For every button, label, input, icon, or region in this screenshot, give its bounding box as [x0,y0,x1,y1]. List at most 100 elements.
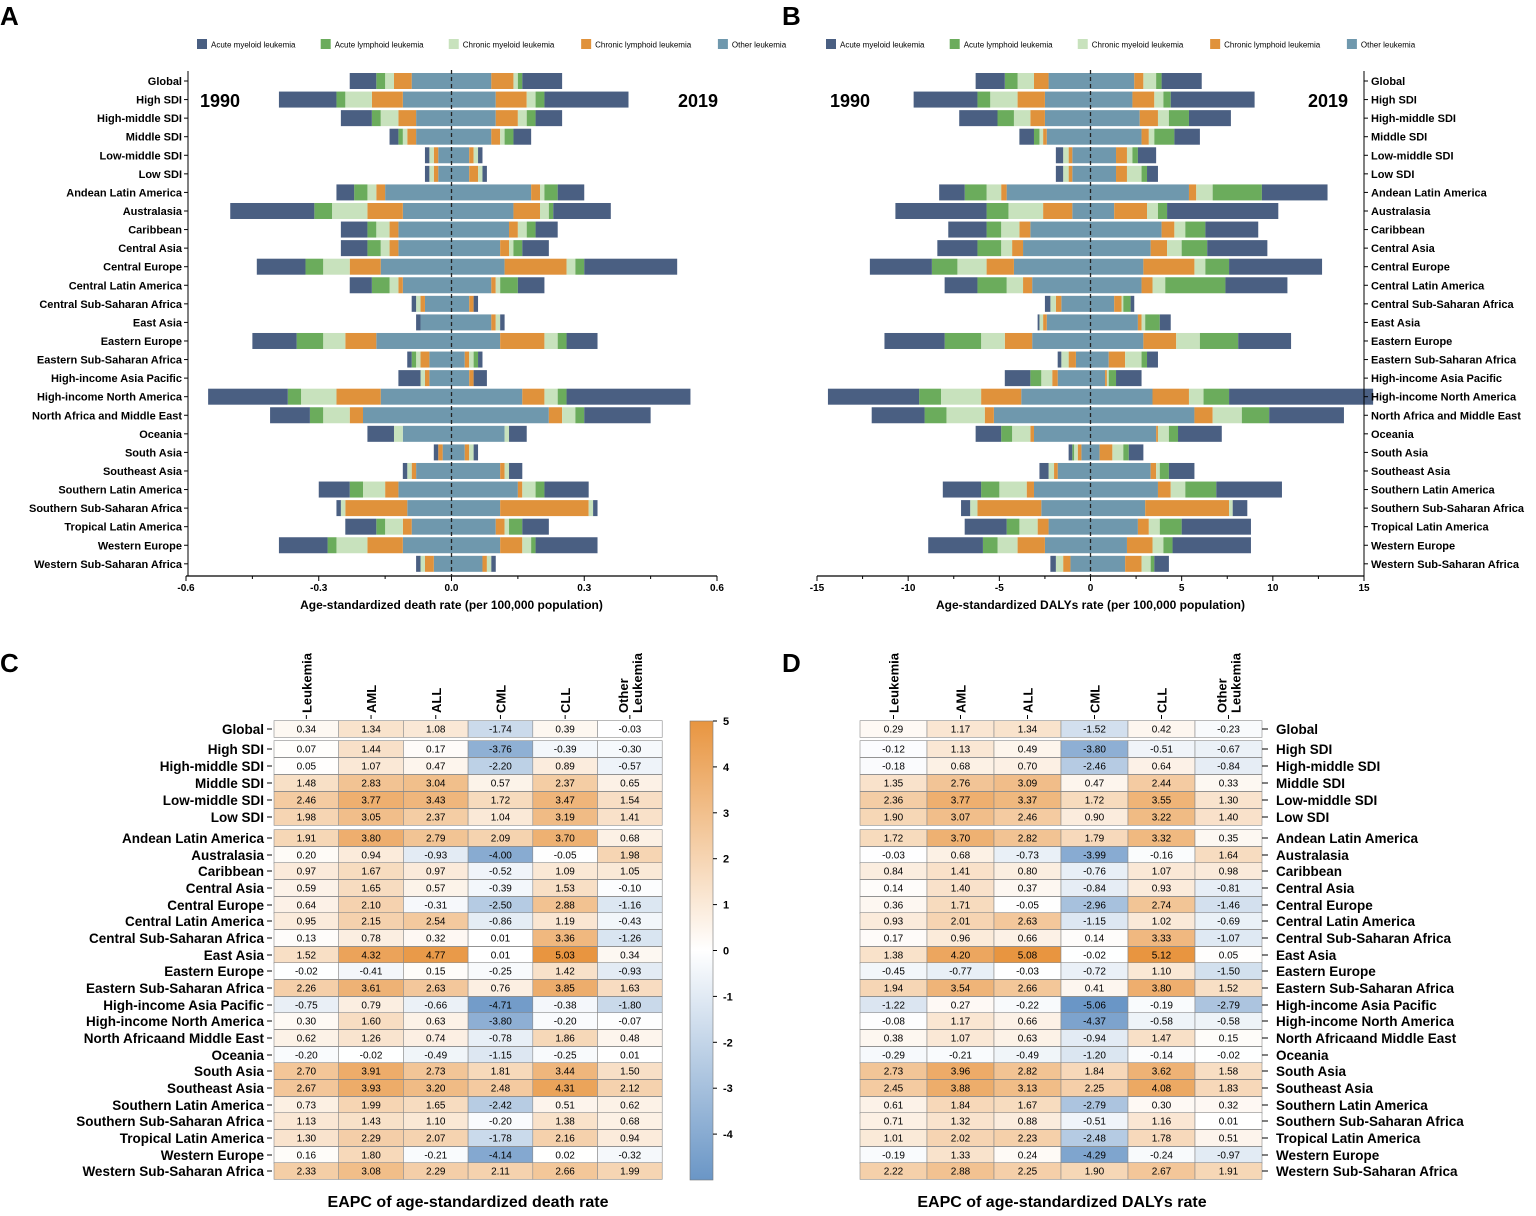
bar-2019-segment [500,462,505,479]
heat-value: 0.14 [1085,934,1105,945]
heat-value: 1.86 [555,1034,575,1045]
bar-2019-segment [544,388,558,405]
heat-value: 0.73 [297,1101,317,1112]
heat-value: -0.23 [1217,725,1240,736]
bar-1990-segment [1004,73,1018,89]
bar-2019-segment [495,314,501,331]
bar-2019-segment [491,555,496,572]
bar-1990-segment [1030,110,1045,127]
bar-2019-segment [1090,277,1142,294]
bar-1990-segment [340,240,368,257]
heat-value: 3.54 [951,984,971,995]
category-label: High SDI [1371,95,1417,107]
bar-1990-segment [323,258,350,275]
bar-1990-segment [1037,314,1040,331]
bar-1990-segment [959,110,998,127]
heat-value: 1.16 [1152,1117,1172,1128]
heat-value: -0.31 [424,901,447,912]
heat-value: 4.08 [1152,1084,1172,1095]
bar-2019-segment [526,91,536,108]
bar-1990-segment [1019,128,1034,145]
row-label: Low-middle SDI [163,793,264,808]
heat-value: -0.75 [295,1001,318,1012]
bar-2019-segment [1188,184,1197,201]
bar-1990-segment [1055,555,1064,572]
heat-value: 3.55 [1152,796,1172,807]
heat-value: -0.20 [489,1117,512,1128]
row-label: Central Sub-Saharan Africa [1276,931,1452,946]
bar-1990-segment [1017,537,1045,554]
heat-value: 0.42 [1152,725,1172,736]
row-label: Southern Sub-Saharan Africa [1276,1114,1464,1129]
bar-1990-segment [314,202,333,219]
bar-2019-segment [451,73,492,89]
bar-2019-segment [1148,128,1155,145]
heat-value: -3.80 [489,1017,512,1028]
bar-2019-segment [1137,147,1157,164]
bar-1990-segment [1012,425,1031,442]
heat-value: -0.03 [882,851,905,862]
row-label: Western Europe [161,1148,265,1163]
heat-value: -0.02 [360,1051,383,1062]
category-label: Central Latin America [1371,280,1485,292]
bar-1990-segment [957,258,987,275]
heat-value: -0.52 [489,867,512,878]
bar-1990-segment [1030,370,1042,387]
bar-1990-segment [349,481,363,498]
heat-value: 1.65 [426,1101,446,1112]
bar-1990-segment [1001,184,1007,201]
heat-value: 1.38 [555,1117,575,1128]
row-label: Southern Latin America [112,1098,264,1113]
bar-2019-segment [566,332,598,349]
heat-value: 0.39 [555,725,575,736]
bar-1990-segment [1057,462,1091,479]
bar-2019-segment [1090,537,1127,554]
bar-2019-segment [464,444,470,461]
bar-2019-segment [1090,221,1162,238]
heat-value: 2.37 [555,779,575,790]
bar-2019-segment [1156,462,1160,479]
bar-1990-segment [252,332,297,349]
bar-1990-segment [993,407,1091,424]
bar-1990-segment [411,462,417,479]
category-label: Caribbean [128,225,182,237]
heat-value: 4.77 [426,951,446,962]
heat-value: -0.19 [882,1151,905,1162]
bar-1990-segment [937,240,978,257]
heat-value: -0.78 [489,1034,512,1045]
bar-2019-segment [1174,221,1186,238]
bar-2019-segment [1108,351,1126,368]
heat-value: 2.22 [884,1167,904,1178]
bar-1990-segment [367,184,377,201]
bar-1990-segment [363,407,452,424]
bar-1990-segment [1032,277,1091,294]
bar-1990-segment [345,332,377,349]
bar-1990-segment [1001,240,1013,257]
category-label: North Africa and Middle East [32,410,182,422]
bar-2019-segment [451,221,510,238]
row-label: Australasia [191,848,264,863]
category-label: High-middle SDI [1371,113,1456,125]
bar-2019-segment [1116,147,1127,164]
bar-2019-segment [517,221,527,238]
x-tick-label: -0.3 [310,583,328,594]
bar-1990-segment [1017,73,1034,89]
heat-value: 3.04 [426,779,446,790]
bar-2019-segment [557,184,585,201]
category-label: High-middle SDI [97,113,182,125]
year-label-2019: 2019 [1308,91,1348,111]
heat-value: 3.22 [1152,813,1172,824]
bar-2019-segment [451,462,501,479]
heat-value: 1.02 [1152,917,1172,928]
bar-1990-segment [1030,221,1091,238]
heat-value: 0.74 [426,1034,446,1045]
bar-2019-segment [495,110,518,127]
bar-1990-segment [389,240,399,257]
heat-value: 5.08 [1018,951,1038,962]
bar-2019-segment [1194,407,1213,424]
bar-1990-segment [336,388,381,405]
bar-1990-segment [402,462,408,479]
category-label: Oceania [139,429,183,441]
bar-2019-segment [500,332,545,349]
bar-1990-segment [981,332,1005,349]
